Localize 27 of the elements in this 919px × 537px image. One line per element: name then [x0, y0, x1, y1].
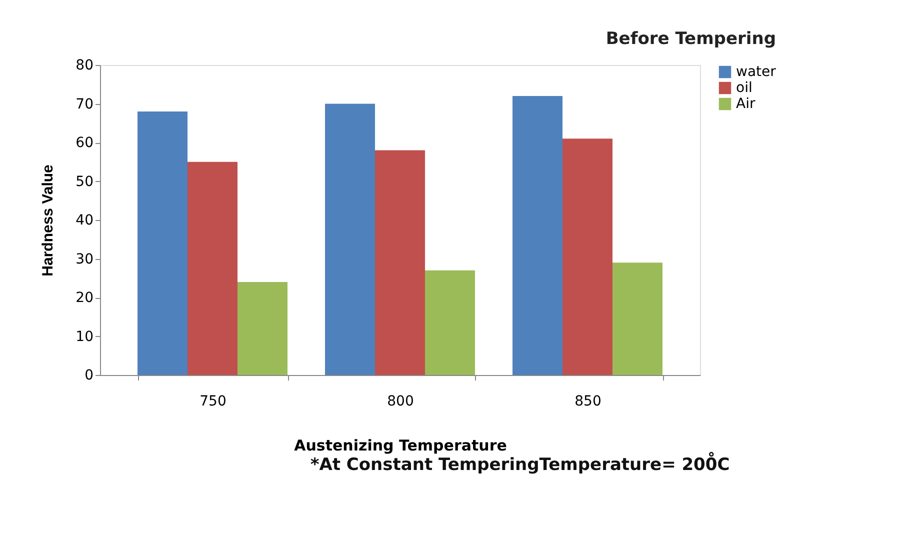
legend-label: Air: [736, 96, 756, 112]
x-tick-label: 850: [574, 394, 602, 410]
bar: [562, 138, 612, 375]
y-axis-title: Hardness Value: [40, 164, 57, 276]
y-tick-label: 70: [76, 96, 94, 112]
y-tick-label: 50: [76, 174, 94, 190]
x-axis-title: Austenizing Temperature: [294, 436, 507, 454]
y-tick-label: 0: [84, 368, 94, 384]
x-tick-label: 800: [387, 394, 414, 410]
bar: [138, 112, 188, 375]
legend-label: oil: [736, 80, 752, 96]
bar: [612, 262, 662, 375]
legend-label: water: [736, 64, 776, 80]
y-tick-label: 60: [76, 135, 94, 151]
bar: [375, 150, 425, 375]
y-tick-label: 30: [76, 251, 94, 268]
y-tick-label: 20: [76, 290, 94, 306]
bar: [238, 282, 288, 375]
y-tick-label: 40: [76, 212, 94, 228]
bar: [425, 270, 475, 375]
chart-title: Before Tempering: [606, 29, 776, 49]
bar: [188, 162, 238, 375]
x-tick-label: 750: [200, 394, 226, 410]
y-tick-label: 80: [76, 58, 94, 74]
bar: [512, 96, 562, 375]
bar: [325, 104, 375, 375]
y-tick-label: 10: [76, 328, 94, 345]
